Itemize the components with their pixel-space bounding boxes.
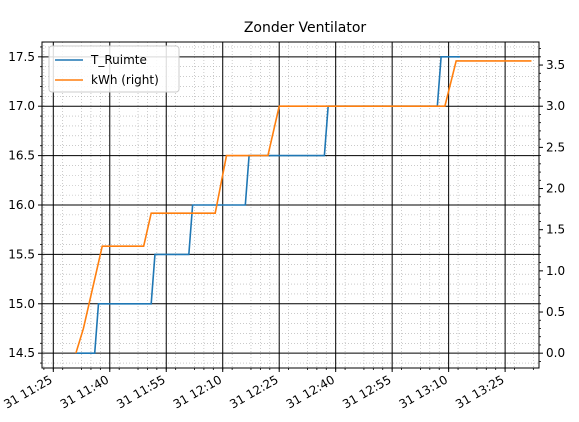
y-right-tick-label: 0.0 xyxy=(546,346,565,360)
y-left-tick-label: 15.0 xyxy=(8,297,35,311)
y-left-tick-label: 17.0 xyxy=(8,99,35,113)
y-left-tick-label: 14.5 xyxy=(8,346,35,360)
y-right-tick-label: 2.0 xyxy=(546,182,565,196)
y-left-tick-label: 16.0 xyxy=(8,198,35,212)
y-left-tick-label: 15.5 xyxy=(8,247,35,261)
y-right-tick-label: 2.5 xyxy=(546,140,565,154)
y-left-tick-label: 16.5 xyxy=(8,149,35,163)
chart-title: Zonder Ventilator xyxy=(244,20,367,36)
legend: T_Ruimte kWh (right) xyxy=(48,45,180,93)
grid xyxy=(42,42,539,368)
y-right-tick-label: 1.5 xyxy=(546,223,565,237)
series-line-1 xyxy=(75,60,532,354)
y-right-tick-label: 3.5 xyxy=(546,58,565,72)
y-right-tick-label: 3.0 xyxy=(546,99,565,113)
y-right-tick-label: 1.0 xyxy=(546,264,565,278)
legend-label-0: T_Ruimte xyxy=(90,53,147,67)
legend-label-1: kWh (right) xyxy=(91,73,159,87)
y-right-tick-label: 0.5 xyxy=(546,305,565,319)
y-left-tick-label: 17.5 xyxy=(8,50,35,64)
